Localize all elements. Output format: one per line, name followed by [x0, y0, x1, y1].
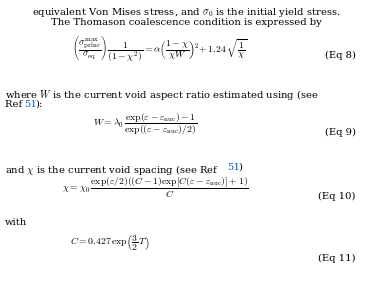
Text: equivalent Von Mises stress, and $\sigma_0$ is the initial yield stress.: equivalent Von Mises stress, and $\sigma… — [32, 6, 340, 19]
Text: ): ) — [238, 163, 242, 172]
Text: ):: ): — [35, 100, 42, 109]
Text: where $W$ is the current void aspect ratio estimated using (see: where $W$ is the current void aspect rat… — [5, 88, 319, 102]
Text: $\chi = \chi_0\,\dfrac{\exp(\varepsilon/2)((C-1)\exp[C(\varepsilon - \varepsilon: $\chi = \chi_0\,\dfrac{\exp(\varepsilon/… — [62, 176, 248, 200]
Text: (Eq 9): (Eq 9) — [325, 128, 356, 136]
Text: and $\chi$ is the current void spacing (see Ref: and $\chi$ is the current void spacing (… — [5, 163, 219, 177]
Text: Ref: Ref — [5, 100, 25, 109]
Text: $C = 0.427\,\exp\!\left(\dfrac{3}{2}\,T\right)$: $C = 0.427\,\exp\!\left(\dfrac{3}{2}\,T\… — [70, 234, 150, 253]
Text: (Eq 10): (Eq 10) — [318, 192, 356, 201]
Text: (Eq 11): (Eq 11) — [318, 253, 356, 262]
Text: $\left(\dfrac{\sigma^{\mathrm{max}}_{\mathrm{princ}}}{\sigma_{\mathrm{eq}}}\righ: $\left(\dfrac{\sigma^{\mathrm{max}}_{\ma… — [72, 34, 248, 64]
Text: The Thomason coalescence condition is expressed by: The Thomason coalescence condition is ex… — [51, 18, 321, 27]
Text: with: with — [5, 218, 27, 227]
Text: (Eq 8): (Eq 8) — [325, 51, 356, 59]
Text: 51: 51 — [24, 100, 37, 109]
Text: 51: 51 — [227, 163, 240, 172]
Text: $W = \lambda_0\,\dfrac{\exp(\varepsilon - \varepsilon_{\mathrm{nuc}}) - 1}{\exp(: $W = \lambda_0\,\dfrac{\exp(\varepsilon … — [93, 112, 197, 137]
